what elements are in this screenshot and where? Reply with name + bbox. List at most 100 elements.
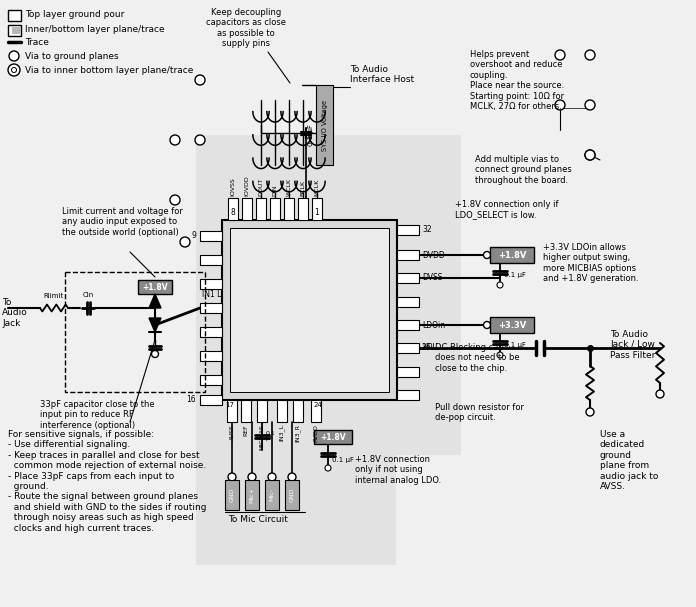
Circle shape: [170, 135, 180, 145]
Text: To Audio
Interface Host: To Audio Interface Host: [350, 65, 414, 84]
Bar: [270, 198, 280, 220]
Text: To Mic Circuit: To Mic Circuit: [228, 515, 288, 524]
Text: +1.8V connection only if
LDO_SELECT is low.: +1.8V connection only if LDO_SELECT is l…: [455, 200, 558, 219]
Text: AVDD: AVDD: [313, 424, 319, 442]
Text: +3.3V LDOin allows
higher output swing,
more MICBIAS options
and +1.8V generatio: +3.3V LDOin allows higher output swing, …: [543, 243, 639, 283]
Circle shape: [268, 473, 276, 481]
Bar: [8, 10, 21, 21]
Bar: [241, 400, 251, 422]
Circle shape: [555, 50, 565, 60]
Text: 33pF capacitor close to the
input pin to reduce RF
interference (optional): 33pF capacitor close to the input pin to…: [40, 400, 155, 430]
Text: 16: 16: [187, 396, 196, 404]
Bar: [298, 198, 308, 220]
Bar: [311, 400, 321, 422]
Circle shape: [170, 195, 180, 205]
Bar: [257, 400, 267, 422]
Bar: [312, 198, 322, 220]
Circle shape: [555, 100, 565, 110]
Text: 17: 17: [226, 402, 235, 408]
Text: Top layer ground pour: Top layer ground pour: [25, 10, 125, 19]
Bar: [200, 279, 222, 289]
Text: +1.8V: +1.8V: [498, 251, 526, 260]
Text: Cin: Cin: [82, 292, 94, 298]
Circle shape: [325, 465, 331, 471]
Text: 0.1
µF: 0.1 µF: [266, 430, 276, 441]
Text: IN3_L: IN3_L: [279, 424, 285, 441]
Text: IN3_R: IN3_R: [295, 424, 301, 442]
Circle shape: [248, 473, 256, 481]
Bar: [222, 220, 397, 400]
Text: Add multiple vias to
connect ground planes
throughout the board.: Add multiple vias to connect ground plan…: [475, 155, 571, 185]
Circle shape: [195, 75, 205, 85]
Bar: [285, 480, 299, 510]
Bar: [397, 367, 419, 377]
Circle shape: [180, 237, 190, 247]
Bar: [200, 327, 222, 337]
Bar: [200, 351, 222, 361]
Text: 0.1 µF: 0.1 µF: [332, 457, 354, 463]
Bar: [316, 85, 333, 165]
Circle shape: [195, 135, 205, 145]
Text: Keep decoupling
capacitors as close
as possible to
supply pins: Keep decoupling capacitors as close as p…: [206, 8, 286, 48]
Circle shape: [585, 50, 595, 60]
Bar: [138, 280, 172, 294]
Polygon shape: [149, 294, 161, 308]
Bar: [293, 400, 303, 422]
Text: IOVSS: IOVSS: [230, 177, 235, 196]
Text: HPL: HPL: [422, 344, 436, 353]
Bar: [314, 430, 352, 444]
Bar: [490, 317, 534, 333]
Bar: [256, 198, 266, 220]
Circle shape: [585, 150, 595, 160]
Text: Mic-: Mic-: [269, 489, 274, 501]
Bar: [397, 297, 419, 307]
Text: DVDD: DVDD: [422, 251, 445, 260]
Text: GND: GND: [290, 488, 294, 502]
Text: BCLK: BCLK: [301, 180, 306, 196]
Text: Pull down resistor for
de-pop circuit.: Pull down resistor for de-pop circuit.: [435, 403, 524, 422]
Text: SYS I/O Voltage: SYS I/O Voltage: [322, 100, 328, 151]
Circle shape: [585, 150, 595, 160]
Circle shape: [288, 473, 296, 481]
Text: To Audio
Jack / Low
Pass Filter: To Audio Jack / Low Pass Filter: [610, 330, 656, 360]
Circle shape: [497, 352, 503, 358]
Bar: [200, 231, 222, 241]
Text: 1: 1: [315, 208, 319, 217]
Circle shape: [497, 282, 503, 288]
Bar: [490, 247, 534, 263]
Text: Rlimit: Rlimit: [44, 293, 64, 299]
Bar: [12, 27, 21, 34]
Circle shape: [9, 51, 19, 61]
Circle shape: [484, 322, 491, 328]
Circle shape: [585, 100, 595, 110]
Circle shape: [12, 67, 17, 72]
Text: For sensitive signals, if possible:
- Use differential signaling.
- Keep traces : For sensitive signals, if possible: - Us…: [8, 430, 207, 532]
Bar: [200, 375, 222, 385]
Circle shape: [228, 473, 236, 481]
Text: 32: 32: [422, 225, 432, 234]
Bar: [200, 255, 222, 265]
Circle shape: [586, 408, 594, 416]
Text: Use a
dedicated
ground
plane from
audio jack to
AVSS.: Use a dedicated ground plane from audio …: [600, 430, 658, 491]
Text: LDOin: LDOin: [422, 320, 445, 330]
Bar: [277, 400, 287, 422]
Bar: [227, 400, 237, 422]
Text: Via to ground planes: Via to ground planes: [25, 52, 118, 61]
Text: Mic+: Mic+: [249, 487, 255, 503]
Text: DIN: DIN: [273, 185, 278, 196]
Bar: [225, 480, 239, 510]
Text: +1.8V connection
only if not using
internal analog LDO.: +1.8V connection only if not using inter…: [355, 455, 441, 485]
Bar: [284, 198, 294, 220]
Bar: [245, 480, 259, 510]
Text: 0.1 µF: 0.1 µF: [504, 272, 526, 278]
Bar: [397, 273, 419, 283]
Text: Trace: Trace: [25, 38, 49, 47]
Bar: [230, 228, 389, 392]
Text: DVSS: DVSS: [422, 274, 443, 282]
Bar: [242, 198, 252, 220]
Bar: [196, 395, 396, 565]
Text: +1.8V: +1.8V: [142, 282, 168, 291]
Text: +3.3V: +3.3V: [498, 320, 526, 330]
Text: 0.1 µF: 0.1 µF: [504, 342, 526, 348]
Bar: [265, 480, 279, 510]
